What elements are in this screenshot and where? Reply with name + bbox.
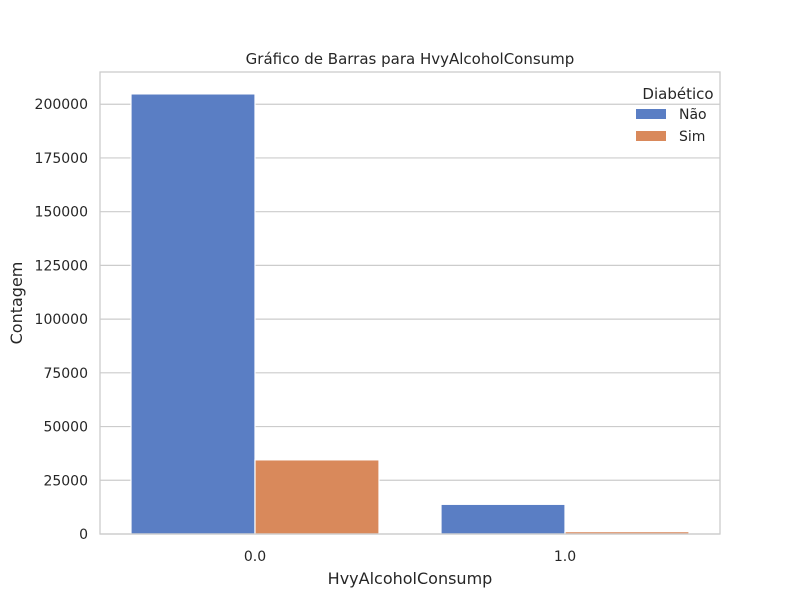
bar-não-0.0 bbox=[130, 93, 256, 535]
y-tick-label: 125000 bbox=[35, 258, 88, 274]
y-tick-label: 0 bbox=[79, 527, 88, 543]
bar-não-1.0 bbox=[440, 503, 566, 535]
y-tick-label: 25000 bbox=[43, 473, 88, 489]
legend-label: Sim bbox=[679, 129, 705, 145]
chart-title: Gráfico de Barras para HvyAlcoholConsump bbox=[246, 50, 575, 68]
legend-swatch bbox=[636, 131, 666, 141]
bar-sim-0.0 bbox=[254, 459, 380, 535]
legend-label: Não bbox=[679, 107, 707, 123]
legend-swatch bbox=[636, 109, 666, 119]
y-axis-label: Contagem bbox=[7, 262, 26, 345]
legend-title: Diabético bbox=[642, 85, 713, 103]
bars bbox=[130, 93, 690, 535]
y-tick-label: 175000 bbox=[35, 151, 88, 167]
x-tick-label: 0.0 bbox=[244, 549, 266, 565]
y-tick-label: 50000 bbox=[43, 420, 88, 436]
y-tick-label: 150000 bbox=[35, 205, 88, 221]
y-tick-label: 100000 bbox=[35, 312, 88, 328]
legend: Diabético Não Sim bbox=[636, 85, 714, 145]
plot-frame bbox=[99, 71, 721, 535]
x-tick-labels: 0.0 1.0 bbox=[244, 549, 576, 565]
x-tick-label: 1.0 bbox=[554, 549, 576, 565]
y-tick-labels: 0 25000 50000 75000 100000 125000 150000 175000… bbox=[35, 97, 88, 543]
x-axis-label: HvyAlcoholConsump bbox=[328, 569, 493, 588]
y-tick-label: 75000 bbox=[43, 366, 88, 382]
y-tick-label: 200000 bbox=[35, 97, 88, 113]
